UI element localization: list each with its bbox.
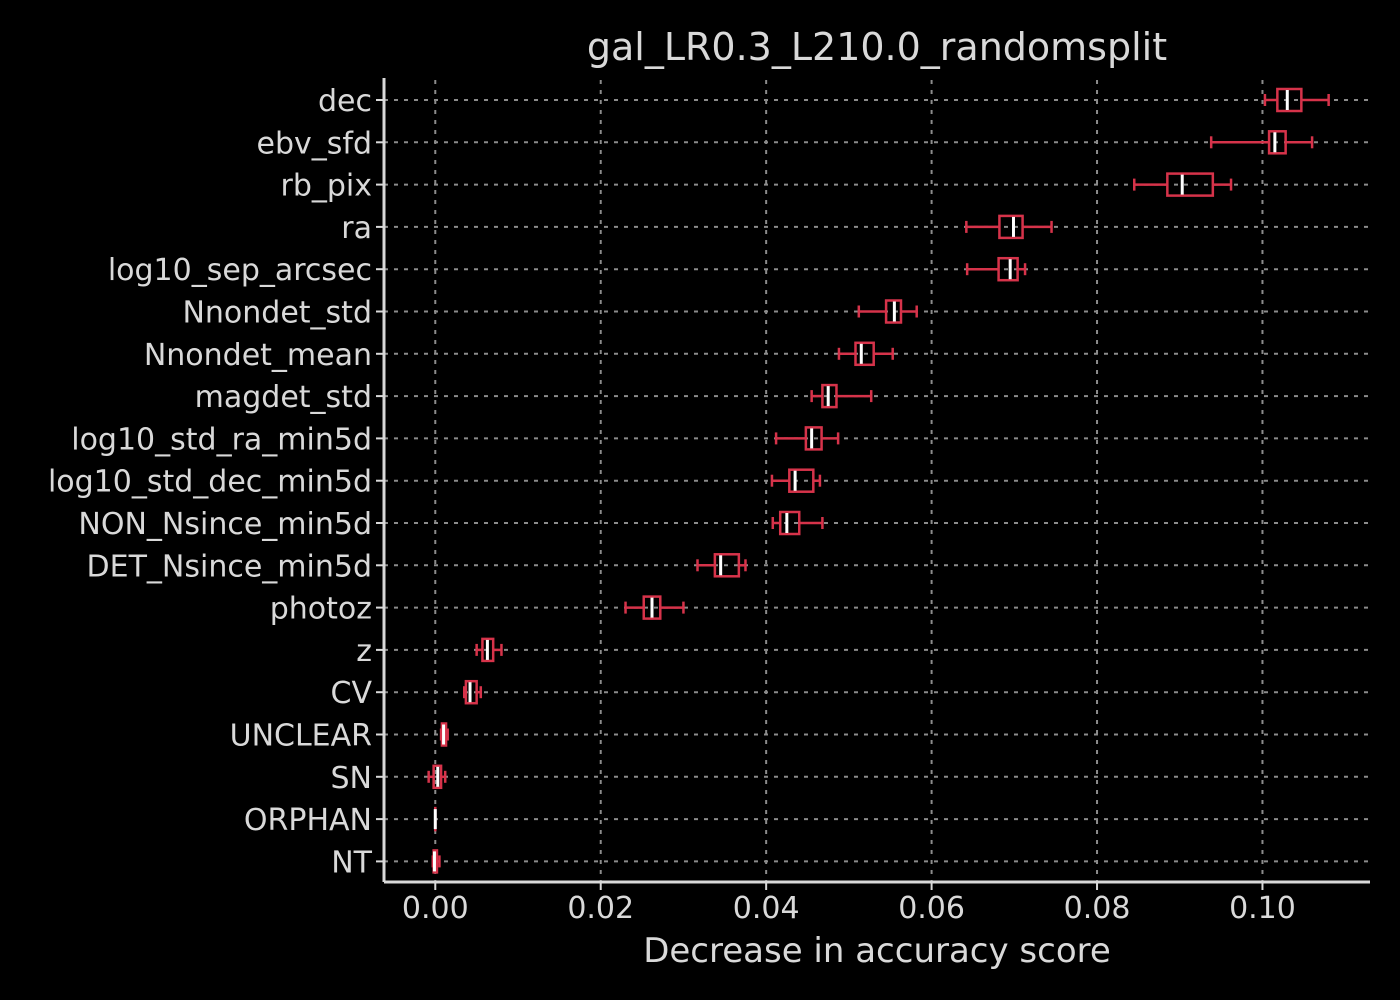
x-tick-label: 0.06 xyxy=(898,891,965,926)
iqr-box xyxy=(788,468,815,493)
x-axis-label: Decrease in accuracy score xyxy=(643,931,1111,971)
y-tick-label: DET_Nsince_min5d xyxy=(87,549,372,584)
box-NT xyxy=(431,849,441,874)
box-ebv_sfd xyxy=(1209,130,1314,155)
box-photoz xyxy=(624,595,685,620)
x-tick-label: 0.00 xyxy=(402,891,469,926)
y-tick-label: photoz xyxy=(270,592,372,627)
box-log10_sep_arcsec xyxy=(965,256,1027,282)
y-tick-label: z xyxy=(356,634,372,669)
box-NON_Nsince_min5d xyxy=(771,510,824,536)
y-tick-label: Nnondet_std xyxy=(182,296,372,331)
x-tick-label: 0.02 xyxy=(567,891,634,926)
box-CV xyxy=(462,679,483,705)
y-tick-label: ebv_sfd xyxy=(257,126,373,161)
box-log10_std_dec_min5d xyxy=(770,468,822,493)
y-tick-label: Nnondet_mean xyxy=(144,338,372,373)
y-tick-label: log10_std_dec_min5d xyxy=(48,465,372,500)
iqr-box xyxy=(884,299,903,324)
box-z xyxy=(475,637,503,663)
y-tick-label: NON_Nsince_min5d xyxy=(78,507,372,542)
box-dec xyxy=(1263,87,1330,113)
box-rb_pix xyxy=(1133,172,1233,197)
box-DET_Nsince_min5d xyxy=(696,553,747,578)
y-tick-label: NT xyxy=(331,845,372,880)
box-Nnondet_mean xyxy=(837,341,894,367)
y-tick-label: log10_sep_arcsec xyxy=(108,253,372,288)
iqr-box xyxy=(854,341,875,367)
iqr-box xyxy=(432,764,443,790)
y-tick-label: dec xyxy=(318,84,372,119)
iqr-box xyxy=(998,214,1024,240)
x-tick-label: 0.04 xyxy=(733,891,800,926)
iqr-box xyxy=(778,510,801,536)
iqr-box xyxy=(1166,172,1215,197)
iqr-box xyxy=(464,679,478,705)
x-tick-labels: 0.00 0.02 0.04 0.06 0.08 0.10 xyxy=(402,891,1296,926)
y-tick-label: log10_std_ra_min5d xyxy=(71,422,372,457)
axis-layer xyxy=(376,78,1370,890)
x-tick-label: 0.10 xyxy=(1229,891,1296,926)
iqr-box xyxy=(713,553,741,578)
iqr-box xyxy=(440,722,448,747)
iqr-box xyxy=(642,595,662,620)
iqr-box xyxy=(997,256,1019,282)
chart-title: gal_LR0.3_L210.0_randomsplit xyxy=(587,25,1167,69)
box-SN xyxy=(427,764,447,790)
box-layer xyxy=(427,87,1330,874)
iqr-box xyxy=(1276,87,1303,113)
x-tick-label: 0.08 xyxy=(1064,891,1131,926)
y-tick-label: magdet_std xyxy=(195,380,372,415)
box-Nnondet_std xyxy=(857,299,918,324)
y-tick-label: UNCLEAR xyxy=(230,719,372,754)
grid-layer xyxy=(384,80,1370,882)
box-log10_std_ra_min5d xyxy=(774,426,840,451)
box-ra xyxy=(965,214,1053,240)
iqr-box xyxy=(481,637,495,663)
iqr-box xyxy=(804,426,823,451)
y-tick-label: CV xyxy=(331,676,373,711)
iqr-box xyxy=(821,383,838,409)
y-tick-label: rb_pix xyxy=(280,169,372,204)
box-UNCLEAR xyxy=(439,722,449,747)
box-magdet_std xyxy=(810,383,873,409)
y-tick-label: SN xyxy=(331,761,372,796)
y-tick-label: ORPHAN xyxy=(244,803,372,838)
y-tick-label: ra xyxy=(341,211,372,246)
iqr-box xyxy=(1267,130,1287,155)
